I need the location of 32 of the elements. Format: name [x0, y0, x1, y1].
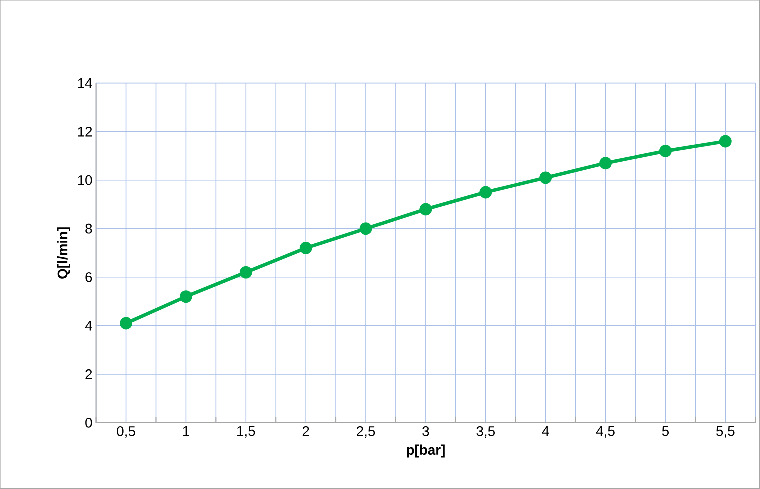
x-tick-label: 2 [302, 426, 310, 436]
y-tick-label: 6 [86, 272, 92, 282]
point [600, 157, 612, 170]
y-tick-label: 8 [86, 224, 92, 234]
y-tick-label: 0 [86, 418, 92, 428]
point [240, 266, 252, 279]
y-tick-label: 12 [78, 126, 92, 137]
point [300, 242, 312, 254]
point [360, 222, 372, 235]
x-tick-label: 4,5 [596, 426, 615, 438]
y-tick-label: 2 [86, 369, 92, 380]
x-tick-label: 3 [422, 426, 430, 436]
point [420, 203, 432, 216]
x-tick-label: 4 [542, 426, 550, 436]
x-tick-label: 1 [183, 426, 190, 436]
x-tick-label: 3,5 [476, 426, 495, 438]
point [480, 186, 492, 199]
x-tick-label: 2,5 [357, 426, 376, 438]
x-tick-label: 5 [662, 426, 669, 436]
x-tick-label: 5,5 [716, 426, 735, 438]
y-axis-title: Q[l/min] [57, 227, 70, 279]
x-tick-label: 0,5 [117, 426, 136, 438]
x-axis-title: p[bar] [407, 444, 445, 458]
point [120, 317, 132, 330]
point [180, 290, 192, 303]
y-tick-label: 14 [78, 78, 92, 88]
point [659, 144, 672, 158]
y-tick-label: 10 [78, 175, 92, 186]
y-tick-label: 4 [85, 320, 92, 331]
x-tick-label: 1,5 [238, 426, 256, 438]
point [719, 135, 732, 148]
point [540, 172, 552, 184]
